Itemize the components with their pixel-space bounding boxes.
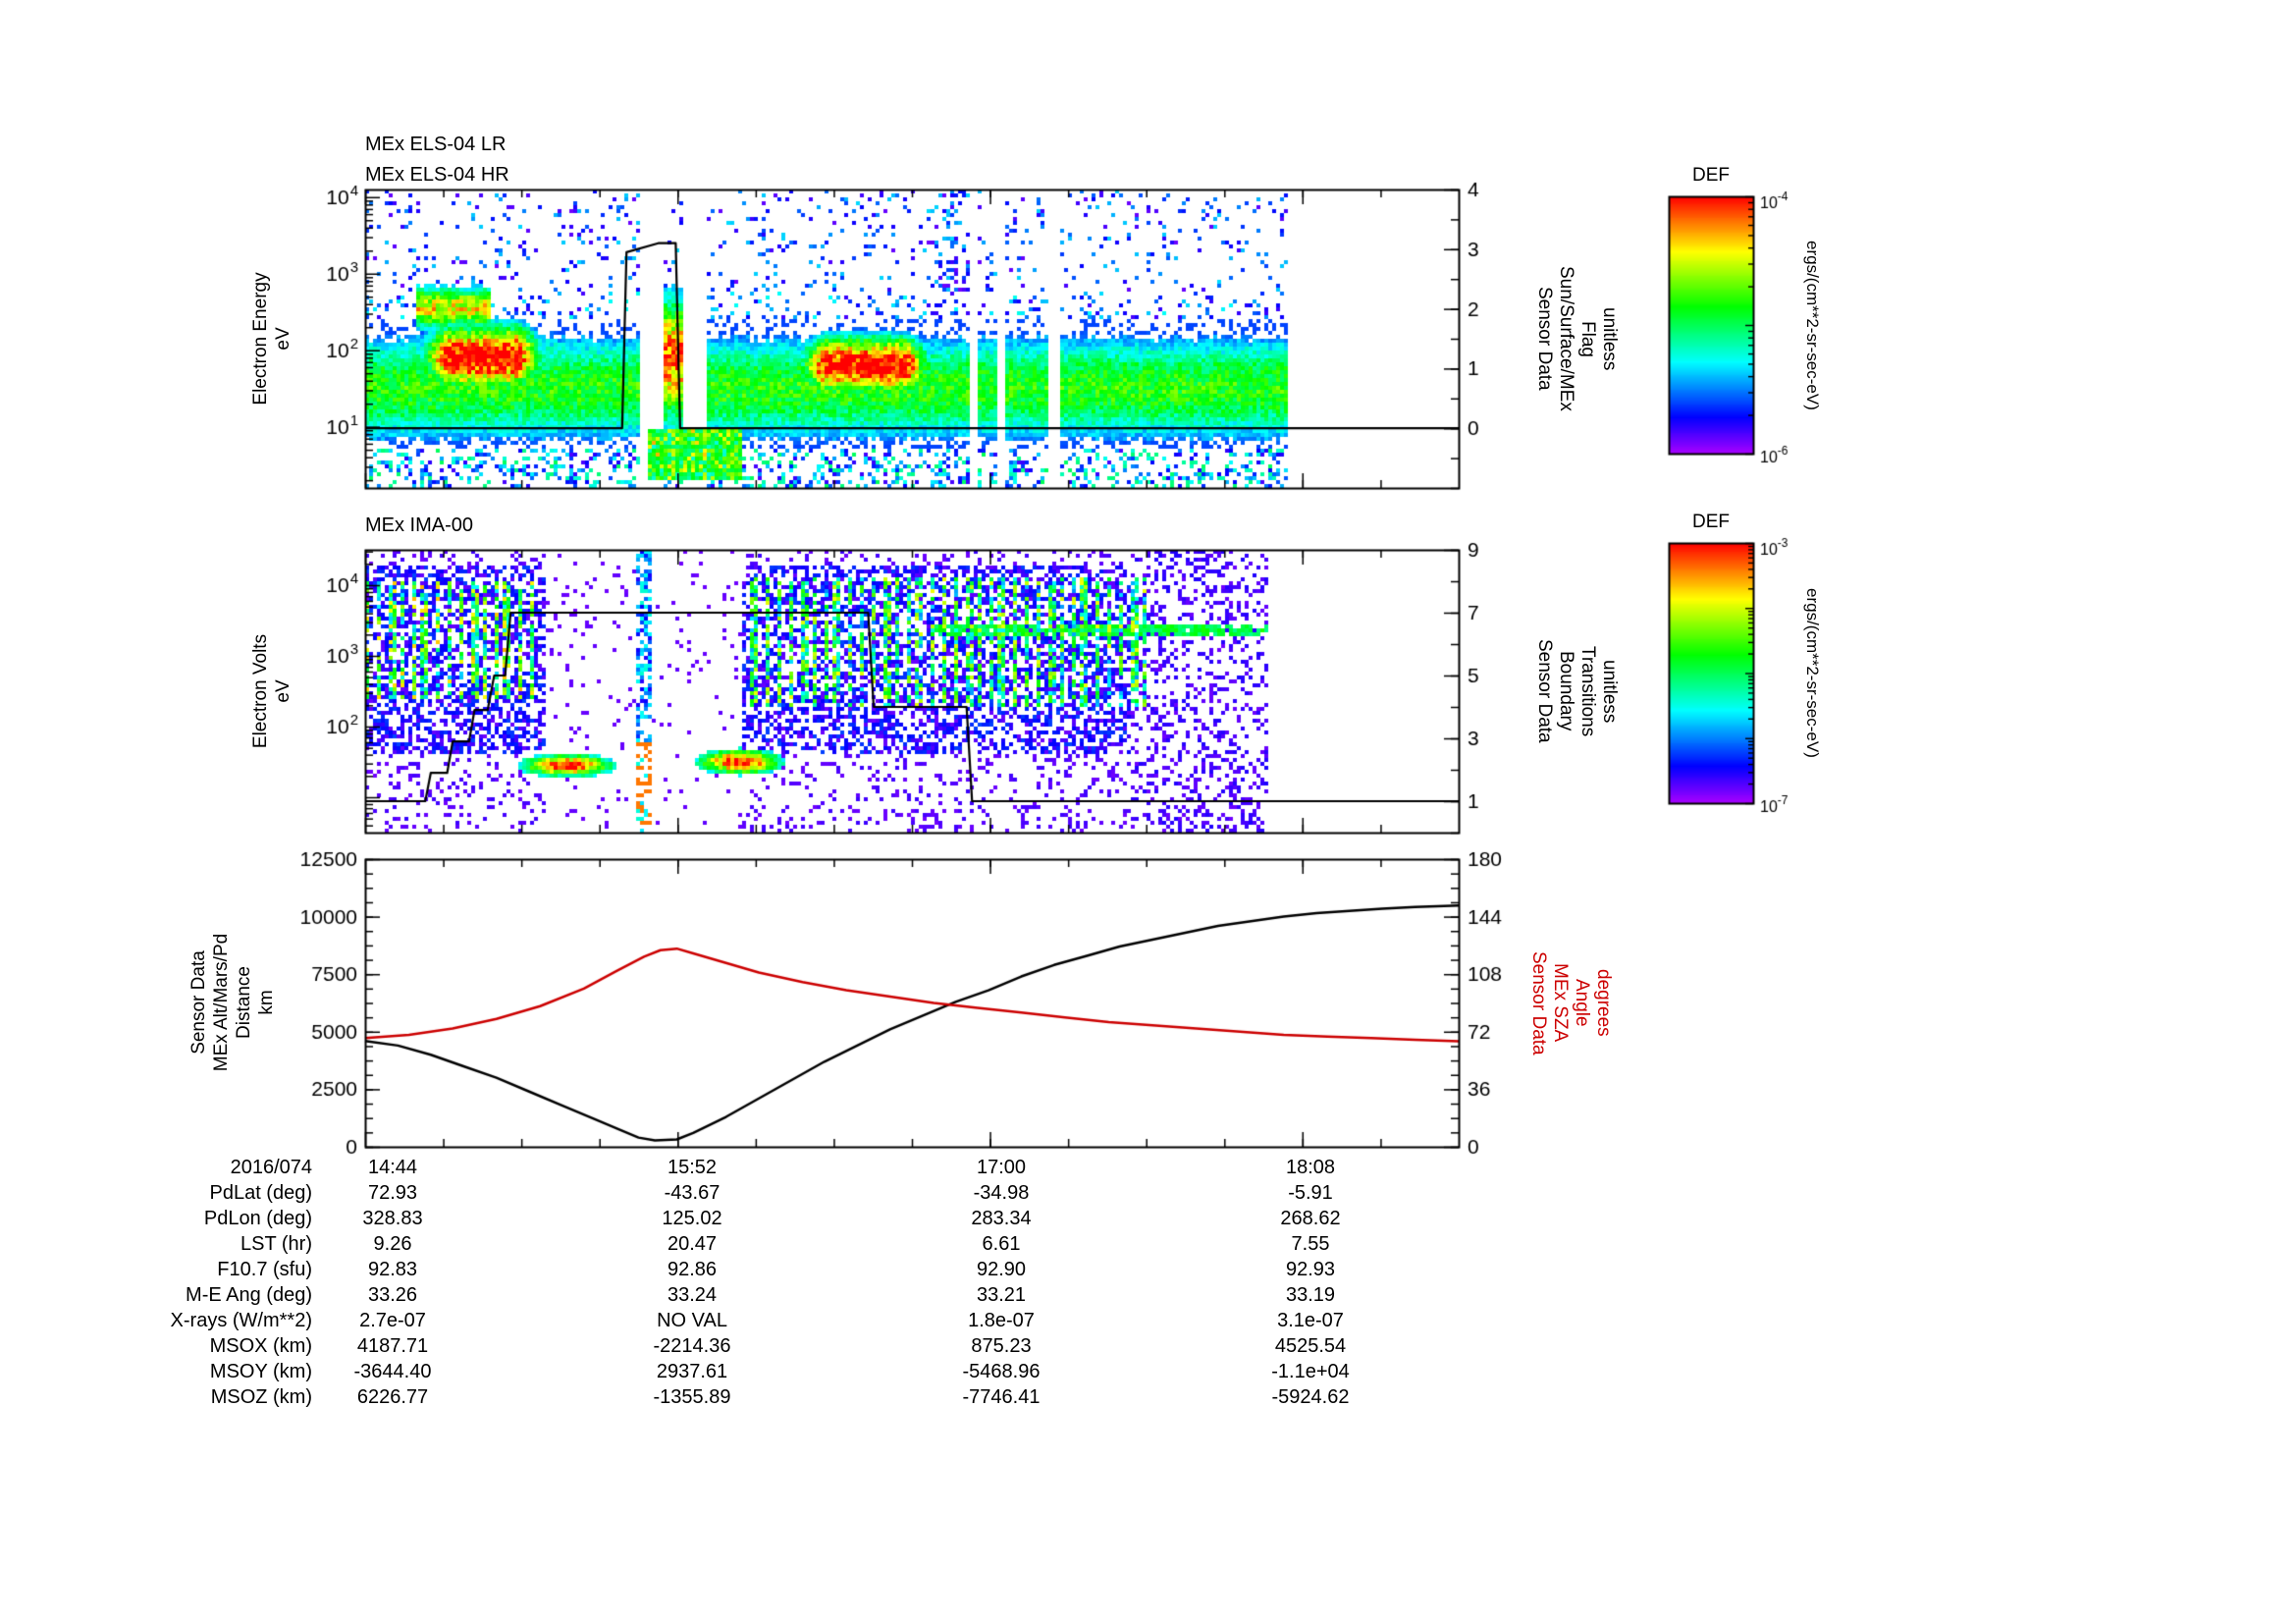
ephemeris-row: X-rays (W/m**2) 2.7e-07 NO VAL 1.8e-07 3.1e-… <box>0 1310 2296 1335</box>
ephemeris-value: 6226.77 <box>356 1386 429 1408</box>
ephemeris-value: 3.1e-07 <box>1277 1310 1344 1331</box>
ephemeris-value: NO VAL <box>657 1310 727 1331</box>
colorbar1-title: DEF <box>1692 165 1730 186</box>
panel2-right-axis-label: Sensor Data Boundary Transitions unitles… <box>1534 639 1620 743</box>
ephemeris-table: 2016/074 14:44 15:52 17:00 18:08 PdLat (deg) 7… <box>0 1157 2296 1412</box>
ephemeris-value: 125.02 <box>662 1208 722 1229</box>
ephemeris-value: 33.26 <box>367 1284 418 1306</box>
ephemeris-value: 283.34 <box>971 1208 1032 1229</box>
ephemeris-value: 92.93 <box>1285 1259 1336 1280</box>
ephemeris-row-label: MSOZ (km) <box>210 1386 312 1408</box>
panel1-title-lr: MEx ELS-04 LR <box>365 134 507 155</box>
colorbar2-title: DEF <box>1692 512 1730 532</box>
ephemeris-value: 2937.61 <box>656 1361 728 1382</box>
ephemeris-row-label: MSOY (km) <box>209 1361 312 1382</box>
ephemeris-row-label: X-rays (W/m**2) <box>170 1310 312 1331</box>
ephemeris-value: 6.61 <box>982 1233 1021 1255</box>
ephemeris-value: 20.47 <box>667 1233 718 1255</box>
ephemeris-value: 328.83 <box>362 1208 423 1229</box>
ephemeris-value: 92.90 <box>976 1259 1027 1280</box>
panel1-title-hr: MEx ELS-04 HR <box>365 164 509 186</box>
ephemeris-row: F10.7 (sfu) 92.83 92.86 92.90 92.93 <box>0 1259 2296 1284</box>
ephemeris-row: 2016/074 14:44 15:52 17:00 18:08 <box>0 1157 2296 1182</box>
ephemeris-row: PdLat (deg) 72.93 -43.67 -34.98 -5.91 <box>0 1182 2296 1208</box>
ephemeris-value: 14:44 <box>367 1157 418 1178</box>
ephemeris-row-label: 2016/074 <box>230 1157 312 1178</box>
ephemeris-value: -5924.62 <box>1271 1386 1350 1408</box>
ephemeris-value: 18:08 <box>1285 1157 1336 1178</box>
ephemeris-value: 72.93 <box>367 1182 418 1204</box>
ephemeris-row-label: PdLon (deg) <box>203 1208 312 1229</box>
ephemeris-value: 92.86 <box>667 1259 718 1280</box>
ephemeris-row-label: LST (hr) <box>240 1233 312 1255</box>
ephemeris-value: 9.26 <box>373 1233 412 1255</box>
ephemeris-value: -1.1e+04 <box>1271 1361 1350 1382</box>
panel2-yaxis-label: Electron Volts eV <box>250 633 294 749</box>
ephemeris-value: -43.67 <box>664 1182 721 1204</box>
ephemeris-value: -7746.41 <box>962 1386 1041 1408</box>
ephemeris-value: 4525.54 <box>1274 1335 1347 1357</box>
panel2-title: MEx IMA-00 <box>365 514 474 536</box>
ephemeris-value: 15:52 <box>667 1157 718 1178</box>
colorbar1-units-label: ergs/(cm**2-sr-sec-eV) <box>1803 240 1822 410</box>
ephemeris-row: MSOY (km) -3644.40 2937.61 -5468.96 -1.1e+04 <box>0 1361 2296 1386</box>
panel1-right-axis-label: Sensor Data Sun/Surface/MEx Flag unitles… <box>1534 266 1620 411</box>
ephemeris-row-label: F10.7 (sfu) <box>217 1259 312 1280</box>
colorbar2-units-label: ergs/(cm**2-sr-sec-eV) <box>1803 588 1822 758</box>
ephemeris-value: 1.8e-07 <box>968 1310 1035 1331</box>
ephemeris-value: -5.91 <box>1288 1182 1333 1204</box>
ephemeris-row: MSOZ (km) 6226.77 -1355.89 -7746.41 -5924.62 <box>0 1386 2296 1412</box>
ephemeris-value: 33.24 <box>667 1284 718 1306</box>
ephemeris-value: -34.98 <box>973 1182 1030 1204</box>
panel1-yaxis-label: Electron Energy eV <box>250 272 294 406</box>
ephemeris-value: 17:00 <box>976 1157 1027 1178</box>
ephemeris-value: 33.19 <box>1285 1284 1336 1306</box>
ephemeris-row-label: PdLat (deg) <box>209 1182 312 1204</box>
ephemeris-value: -3644.40 <box>353 1361 432 1382</box>
panel3-left-axis-label: Sensor Data MEx Alt/Mars/Pd Distance km <box>188 933 277 1072</box>
ephemeris-value: 33.21 <box>976 1284 1027 1306</box>
ephemeris-value: 4187.71 <box>356 1335 429 1357</box>
ephemeris-value: 92.83 <box>367 1259 418 1280</box>
ephemeris-value: 7.55 <box>1291 1233 1330 1255</box>
ephemeris-row-label: MSOX (km) <box>209 1335 312 1357</box>
ephemeris-row: M-E Ang (deg) 33.26 33.24 33.21 33.19 <box>0 1284 2296 1310</box>
ephemeris-value: 2.7e-07 <box>359 1310 426 1331</box>
ephemeris-value: -1355.89 <box>653 1386 731 1408</box>
panel3-right-axis-label: Sensor Data MEx SZA Angle degrees <box>1528 950 1614 1055</box>
ephemeris-value: 875.23 <box>971 1335 1032 1357</box>
ephemeris-value: -5468.96 <box>962 1361 1041 1382</box>
ephemeris-value: 268.62 <box>1280 1208 1341 1229</box>
ephemeris-row-label: M-E Ang (deg) <box>186 1284 312 1306</box>
ephemeris-row: LST (hr) 9.26 20.47 6.61 7.55 <box>0 1233 2296 1259</box>
ephemeris-value: -2214.36 <box>653 1335 731 1357</box>
ephemeris-row: PdLon (deg) 328.83 125.02 283.34 268.62 <box>0 1208 2296 1233</box>
ephemeris-row: MSOX (km) 4187.71 -2214.36 875.23 4525.54 <box>0 1335 2296 1361</box>
